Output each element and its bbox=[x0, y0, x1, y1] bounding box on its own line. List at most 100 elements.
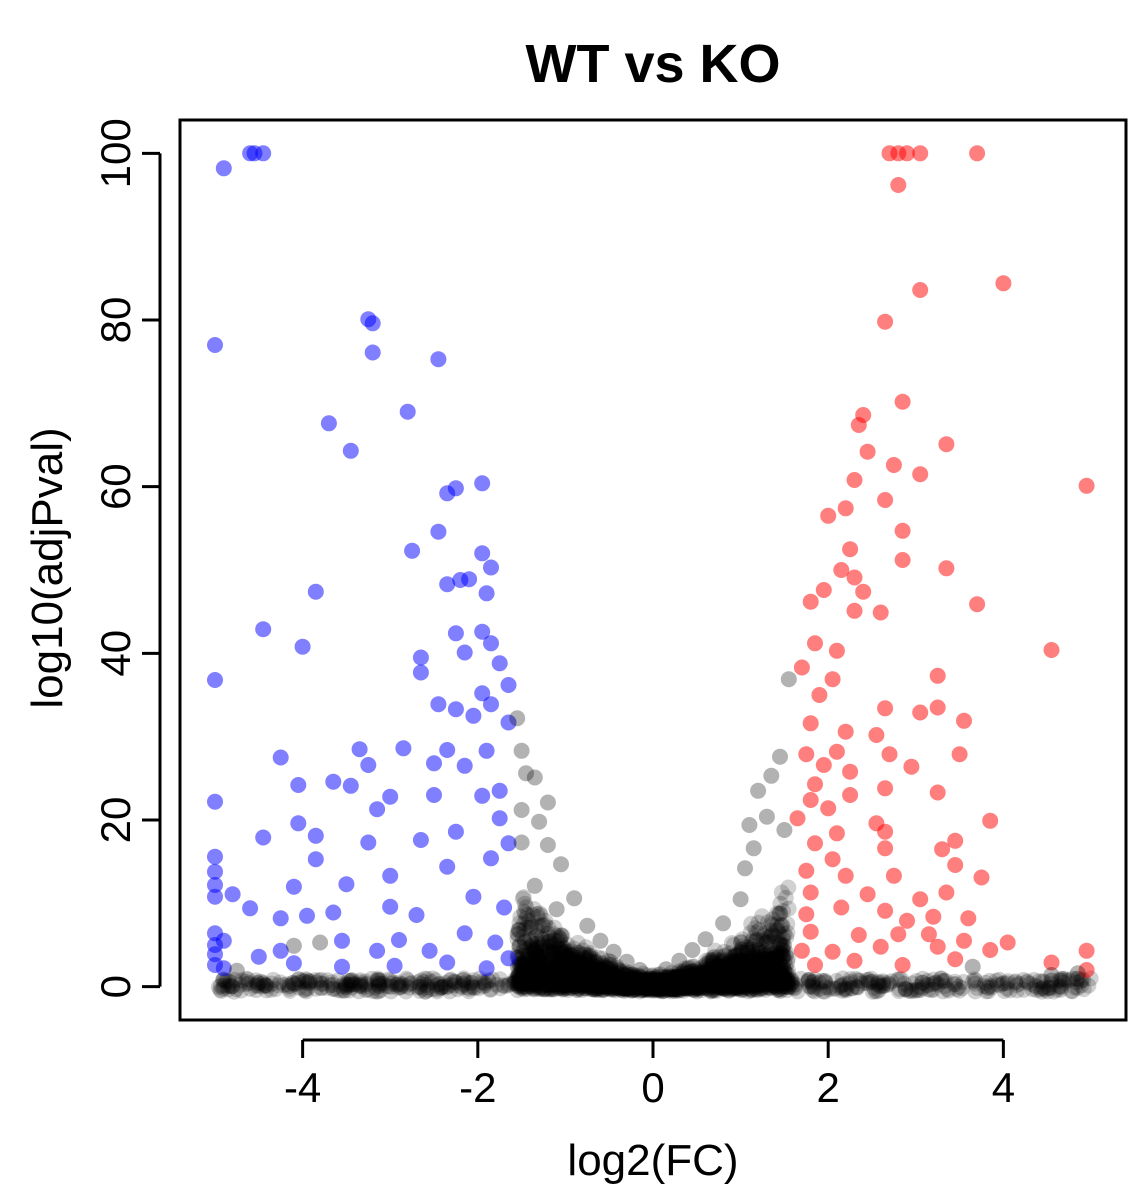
data-point-not-significant bbox=[598, 973, 615, 990]
data-point-not-significant bbox=[678, 974, 695, 991]
data-point-not-significant bbox=[709, 976, 725, 993]
data-point-not-significant bbox=[579, 968, 596, 985]
data-point-not-significant bbox=[763, 975, 780, 992]
data-point-not-significant bbox=[691, 971, 708, 988]
data-point-not-significant bbox=[552, 930, 569, 947]
data-point-not-significant bbox=[765, 966, 782, 983]
data-point-not-significant bbox=[698, 964, 715, 981]
data-point-not-significant bbox=[586, 964, 603, 981]
data-point-not-significant bbox=[647, 972, 664, 989]
data-point-not-significant bbox=[715, 965, 732, 982]
data-point-not-significant bbox=[566, 975, 583, 992]
data-point-not-significant bbox=[602, 970, 619, 987]
data-point-not-significant bbox=[772, 962, 789, 979]
data-point-not-significant bbox=[732, 964, 749, 981]
data-point-not-significant bbox=[735, 969, 752, 986]
data-point-not-significant bbox=[756, 951, 772, 968]
data-point-not-significant bbox=[741, 976, 758, 993]
data-point-not-significant bbox=[548, 969, 565, 986]
data-point-not-significant bbox=[695, 966, 712, 983]
data-point-not-significant bbox=[698, 962, 715, 979]
data-point-not-significant bbox=[531, 981, 548, 998]
data-point-not-significant bbox=[522, 954, 539, 971]
data-point-down bbox=[404, 542, 421, 559]
data-point-not-significant bbox=[744, 977, 761, 994]
data-point-not-significant bbox=[513, 959, 530, 976]
data-point-not-significant bbox=[743, 950, 760, 967]
data-point-not-significant bbox=[710, 975, 726, 991]
data-point-not-significant bbox=[710, 948, 727, 965]
data-point-not-significant bbox=[721, 975, 738, 992]
data-point-not-significant bbox=[758, 968, 775, 985]
data-point-not-significant bbox=[718, 978, 735, 995]
data-point-not-significant bbox=[228, 962, 245, 979]
data-point-not-significant bbox=[635, 980, 652, 997]
data-point-not-significant bbox=[721, 965, 738, 982]
data-point-not-significant bbox=[669, 979, 686, 996]
data-point-not-significant bbox=[625, 969, 642, 986]
data-point-not-significant bbox=[569, 971, 586, 988]
data-point-down bbox=[382, 898, 399, 915]
data-point-not-significant bbox=[632, 978, 649, 995]
data-point-not-significant bbox=[723, 976, 740, 993]
data-point-not-significant bbox=[674, 973, 691, 990]
data-point-not-significant bbox=[595, 978, 612, 995]
data-point-not-significant bbox=[776, 937, 793, 954]
data-point-not-significant bbox=[675, 982, 692, 999]
data-point-not-significant bbox=[778, 978, 795, 995]
data-point-not-significant bbox=[574, 972, 591, 988]
data-point-not-significant bbox=[777, 974, 794, 991]
data-point-not-significant bbox=[582, 972, 599, 989]
data-point-not-significant bbox=[762, 972, 779, 989]
data-point-not-significant bbox=[513, 971, 530, 988]
data-point-not-significant bbox=[532, 958, 549, 975]
data-point-not-significant bbox=[647, 975, 664, 992]
data-point-not-significant bbox=[766, 928, 783, 944]
data-point-not-significant bbox=[758, 941, 775, 958]
data-point-not-significant bbox=[653, 980, 670, 997]
data-point-not-significant bbox=[754, 962, 771, 979]
data-point-not-significant bbox=[726, 954, 743, 971]
data-point-not-significant bbox=[747, 980, 764, 997]
data-point-not-significant bbox=[762, 977, 779, 994]
data-point-not-significant bbox=[551, 976, 568, 993]
data-point-not-significant bbox=[725, 972, 742, 988]
data-point-not-significant bbox=[717, 979, 734, 996]
data-point-not-significant bbox=[773, 959, 790, 976]
data-point-not-significant bbox=[751, 968, 768, 984]
data-point-not-significant bbox=[707, 958, 724, 975]
data-point-not-significant bbox=[722, 967, 739, 984]
data-point-not-significant bbox=[517, 960, 534, 977]
data-point-not-significant bbox=[779, 950, 796, 966]
data-point-not-significant bbox=[512, 971, 529, 988]
data-point-down bbox=[395, 740, 412, 757]
data-point-not-significant bbox=[718, 956, 735, 973]
data-point-not-significant bbox=[553, 977, 570, 994]
data-point-not-significant bbox=[776, 965, 793, 982]
data-point-not-significant bbox=[526, 976, 543, 993]
data-point-not-significant bbox=[648, 973, 665, 990]
data-point-not-significant bbox=[620, 976, 637, 993]
data-point-not-significant bbox=[515, 960, 532, 977]
data-point-not-significant bbox=[568, 949, 584, 966]
data-point-up bbox=[894, 552, 911, 568]
data-point-not-significant bbox=[749, 976, 766, 993]
data-point-not-significant bbox=[632, 976, 649, 993]
data-point-not-significant bbox=[733, 968, 750, 985]
x-axis: -4 -2 0 2 4 bbox=[284, 1038, 1015, 1111]
data-point-down bbox=[369, 801, 386, 818]
data-point-up bbox=[877, 780, 894, 797]
data-point-not-significant bbox=[669, 975, 686, 992]
data-point-not-significant bbox=[714, 959, 730, 976]
data-point-not-significant bbox=[711, 975, 728, 992]
data-point-not-significant bbox=[689, 979, 706, 996]
data-point-not-significant bbox=[716, 971, 732, 988]
data-point-not-significant bbox=[550, 976, 567, 992]
data-point-not-significant bbox=[532, 963, 549, 979]
data-point-not-significant bbox=[745, 968, 762, 985]
data-point-not-significant bbox=[540, 967, 557, 984]
data-point-up bbox=[912, 282, 929, 298]
data-point-up bbox=[929, 667, 946, 684]
data-point-not-significant bbox=[663, 973, 680, 990]
data-point-not-significant bbox=[622, 978, 639, 995]
